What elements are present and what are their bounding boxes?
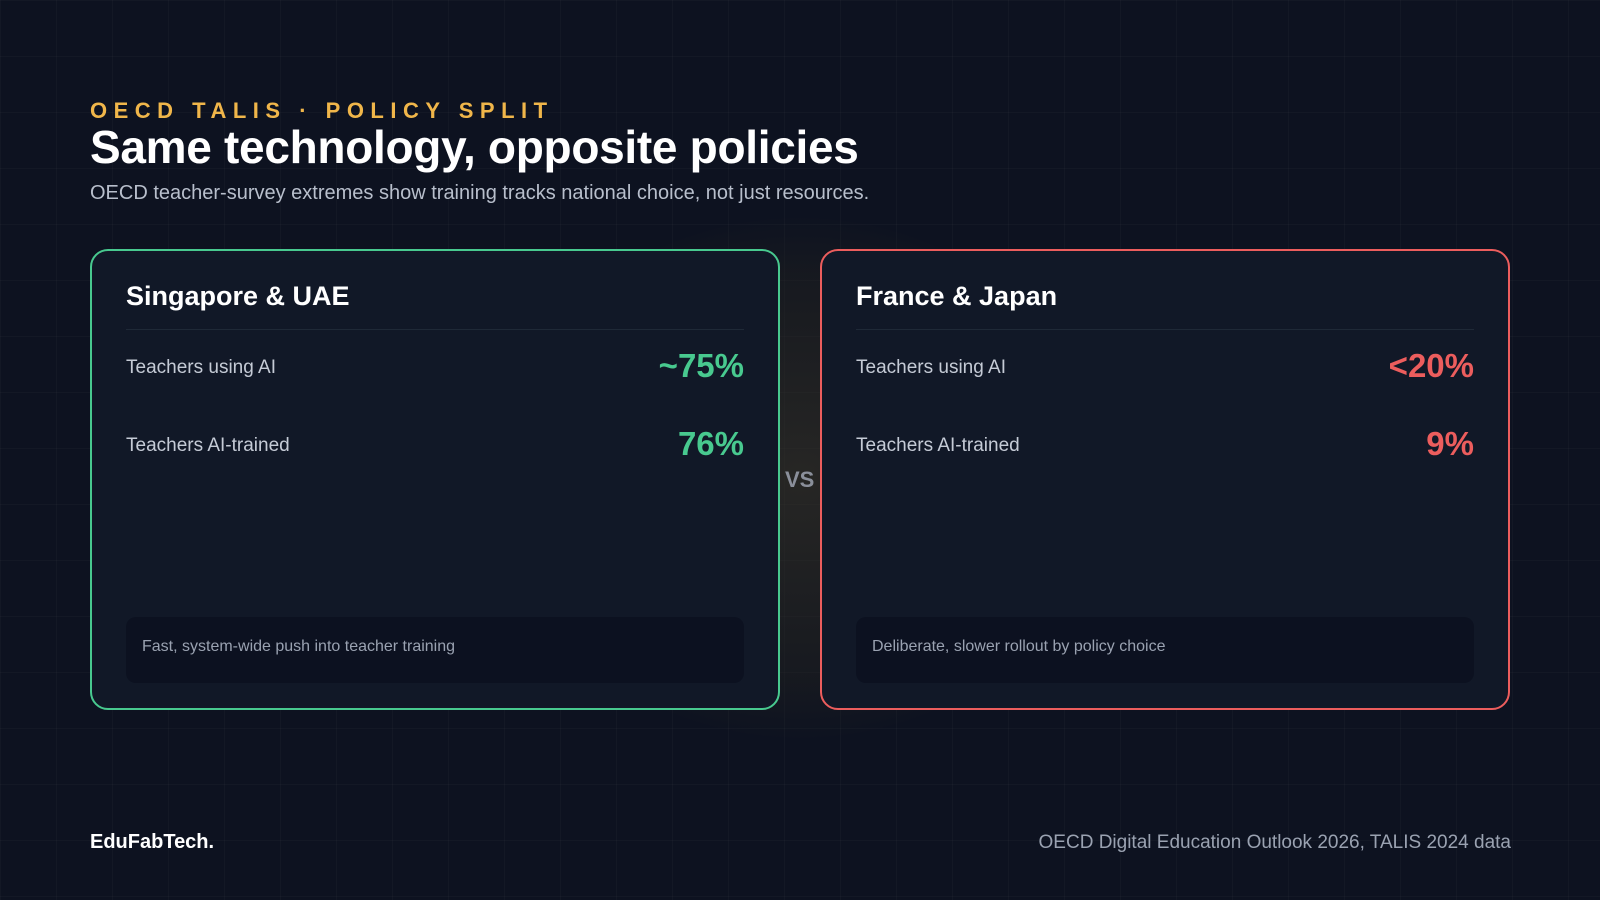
page-subtitle: OECD teacher-survey extremes show traini… xyxy=(90,182,870,204)
metric-value-ai-usage: <20% xyxy=(1388,347,1474,384)
page-title: Same technology, opposite policies xyxy=(90,121,859,173)
card-note-text: Deliberate, slower rollout by policy cho… xyxy=(872,638,1166,655)
source-citation: OECD Digital Education Outlook 2026, TAL… xyxy=(1038,832,1511,853)
eyebrow-label: OECD TALIS · POLICY SPLIT xyxy=(90,98,554,123)
card-title: Singapore & UAE xyxy=(126,281,350,311)
slide-header: OECD TALIS · POLICY SPLIT Same technolog… xyxy=(90,98,869,205)
card-note: Fast, system-wide push into teacher trai… xyxy=(126,617,744,683)
metric-label-ai-usage: Teachers using AI xyxy=(856,357,1006,378)
card-note: Deliberate, slower rollout by policy cho… xyxy=(856,617,1474,683)
comparison-card-france-japan: France & Japan Teachers using AI <20% Te… xyxy=(820,249,1510,710)
vs-label: VS xyxy=(785,467,815,492)
metric-value-ai-trained: 76% xyxy=(677,425,744,462)
metric-label-ai-trained: Teachers AI-trained xyxy=(126,435,290,456)
brand-logo-text: EduFabTech. xyxy=(90,831,215,853)
metric-label-ai-trained: Teachers AI-trained xyxy=(856,435,1020,456)
card-divider xyxy=(856,329,1474,330)
card-divider xyxy=(126,329,744,330)
metric-value-ai-trained: 9% xyxy=(1426,425,1474,462)
card-note-text: Fast, system-wide push into teacher trai… xyxy=(142,638,456,655)
metric-value-ai-usage: ~75% xyxy=(658,347,744,384)
metric-label-ai-usage: Teachers using AI xyxy=(126,357,276,378)
comparison-card-singapore-uae: Singapore & UAE Teachers using AI ~75% T… xyxy=(90,249,780,710)
card-title: France & Japan xyxy=(856,281,1058,311)
